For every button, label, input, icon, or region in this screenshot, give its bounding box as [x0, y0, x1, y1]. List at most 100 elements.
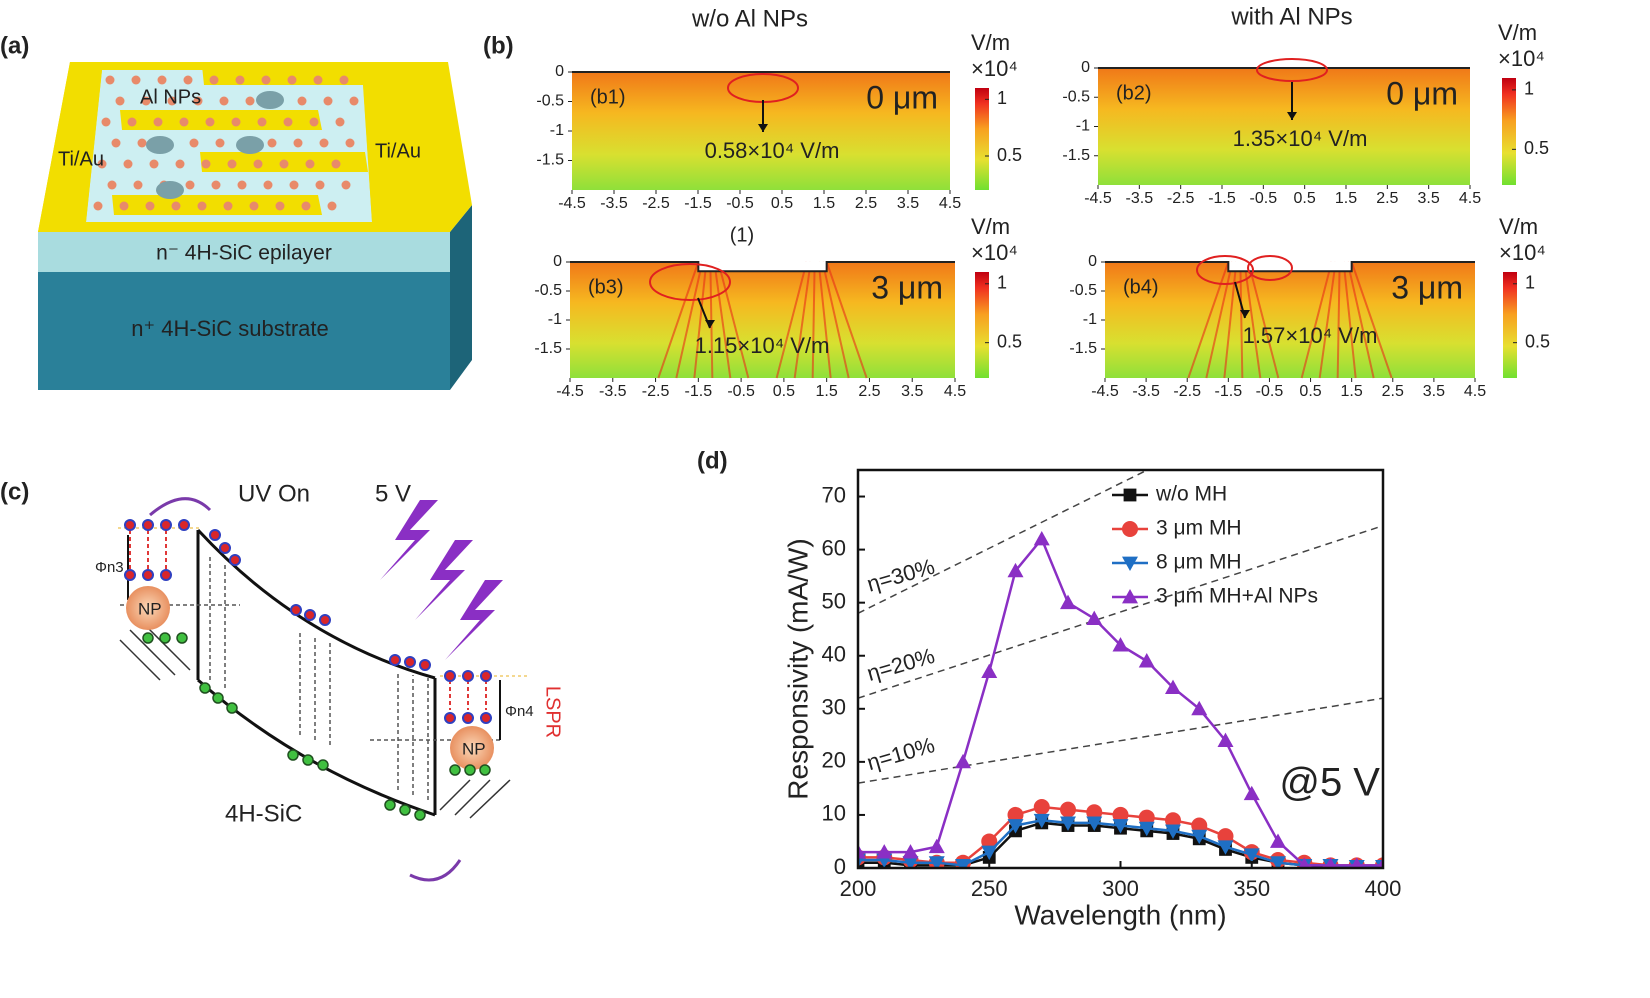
- colorbar-tick-label: 0.5: [997, 331, 1022, 351]
- nanoparticle: [145, 201, 155, 211]
- nanoparticle: [319, 138, 329, 148]
- nanoparticle: [315, 180, 325, 190]
- field-streak: [1243, 261, 1262, 379]
- marker: [1122, 589, 1138, 604]
- x-tick-label: -0.5: [726, 195, 754, 212]
- colorbar-tick-label: 0.5: [997, 145, 1022, 165]
- field-value: 1.15×10⁴ V/m: [695, 333, 830, 358]
- marker: [1007, 819, 1024, 834]
- x-tick-label: -1.5: [1215, 383, 1243, 400]
- nanoparticle: [283, 117, 293, 127]
- marker: [1086, 816, 1103, 831]
- field-streak: [693, 261, 708, 379]
- y-tick-label: 40: [822, 642, 846, 667]
- marker: [1165, 824, 1181, 839]
- nanoparticle: [275, 201, 285, 211]
- nanoparticle: [201, 159, 211, 169]
- panel-label: (b): [483, 32, 514, 59]
- colorbar-scale: ×10⁴: [971, 56, 1018, 81]
- marker: [1112, 637, 1129, 652]
- nanoparticle: [211, 180, 221, 190]
- nanoparticle: [297, 96, 307, 106]
- marker: [1007, 562, 1024, 578]
- y-axis-label: Responsivity (mA/W): [782, 538, 813, 799]
- np-label: Al NPs: [140, 86, 201, 108]
- surface: [570, 261, 955, 273]
- map-label: (b3): [588, 276, 624, 298]
- marker: [955, 753, 971, 769]
- center-label: (1): [730, 224, 754, 246]
- colorbar: [975, 272, 989, 378]
- marker: [1298, 857, 1311, 868]
- marker: [1138, 809, 1155, 826]
- arrow-head: [758, 124, 768, 132]
- x-tick-label: 250: [971, 876, 1008, 901]
- nanoparticle: [313, 75, 323, 85]
- colorbar-tick-label: 1: [1525, 273, 1535, 293]
- electron: [219, 542, 231, 554]
- marker: [1217, 732, 1234, 748]
- nanoparticle: [235, 75, 245, 85]
- marker: [1270, 833, 1286, 848]
- marker: [1033, 798, 1050, 815]
- marker: [1033, 530, 1050, 546]
- nanoparticle: [157, 75, 167, 85]
- x-tick-label: 2.5: [855, 195, 877, 212]
- x-tick-label: 4.5: [1459, 190, 1481, 207]
- marker: [1350, 857, 1363, 868]
- marker: [1324, 857, 1337, 868]
- colorbar-unit: V/m: [1498, 20, 1537, 45]
- nanoparticle: [349, 96, 359, 106]
- y-tick-label: -1: [1083, 311, 1097, 328]
- depth-label: 3 μm: [871, 269, 943, 305]
- x-tick-label: -2.5: [642, 383, 670, 400]
- x-tick-label: 1.5: [816, 383, 838, 400]
- nanoparticle: [205, 117, 215, 127]
- colorbar-unit: V/m: [971, 214, 1010, 239]
- marker: [1007, 806, 1024, 823]
- hole: [226, 702, 238, 714]
- marker: [1217, 828, 1234, 845]
- efficiency-line: [858, 470, 1149, 614]
- marker: [1138, 653, 1155, 668]
- x-tick-label: 3.5: [1423, 383, 1445, 400]
- hole: [479, 764, 491, 776]
- x-tick-label: -0.5: [1250, 190, 1278, 207]
- y-tick-label: -1: [1076, 118, 1090, 135]
- electron: [304, 609, 316, 621]
- nanoparticle: [107, 180, 117, 190]
- field-streak: [1342, 261, 1357, 379]
- map-label: (b1): [590, 86, 626, 108]
- electron: [124, 519, 136, 531]
- nanoparticle: [105, 75, 115, 85]
- electron: [124, 569, 136, 581]
- x-tick-label: 2.5: [858, 383, 880, 400]
- nanoparticle: [289, 180, 299, 190]
- colorbar-tick-label: 0.5: [1524, 138, 1549, 158]
- hole: [212, 692, 224, 704]
- nanoparticle: [323, 96, 333, 106]
- field-streak: [1187, 261, 1230, 379]
- legend-label: w/o MH: [1155, 483, 1227, 506]
- y-tick-label: 10: [822, 801, 846, 826]
- field-streak: [1223, 261, 1238, 379]
- nanoparticle: [175, 159, 185, 169]
- field-streak: [1300, 261, 1333, 379]
- field-streak: [1205, 261, 1234, 379]
- marker: [1123, 488, 1137, 502]
- nanoparticle: [123, 159, 133, 169]
- nanoparticle: [189, 138, 199, 148]
- marker: [1165, 812, 1181, 829]
- electron: [160, 569, 172, 581]
- depth-label: 0 μm: [1386, 75, 1458, 111]
- x-tick-label: -3.5: [600, 195, 628, 212]
- nanoparticle: [171, 201, 181, 211]
- colorbar-tick-label: 1: [997, 88, 1007, 108]
- device-illustration: [38, 62, 472, 390]
- marker: [928, 838, 945, 854]
- nanoparticle: [263, 180, 273, 190]
- y-tick-label: 30: [822, 695, 846, 720]
- field-map: [572, 72, 950, 190]
- annotation: @5 V: [1279, 761, 1380, 805]
- marker: [1243, 785, 1260, 801]
